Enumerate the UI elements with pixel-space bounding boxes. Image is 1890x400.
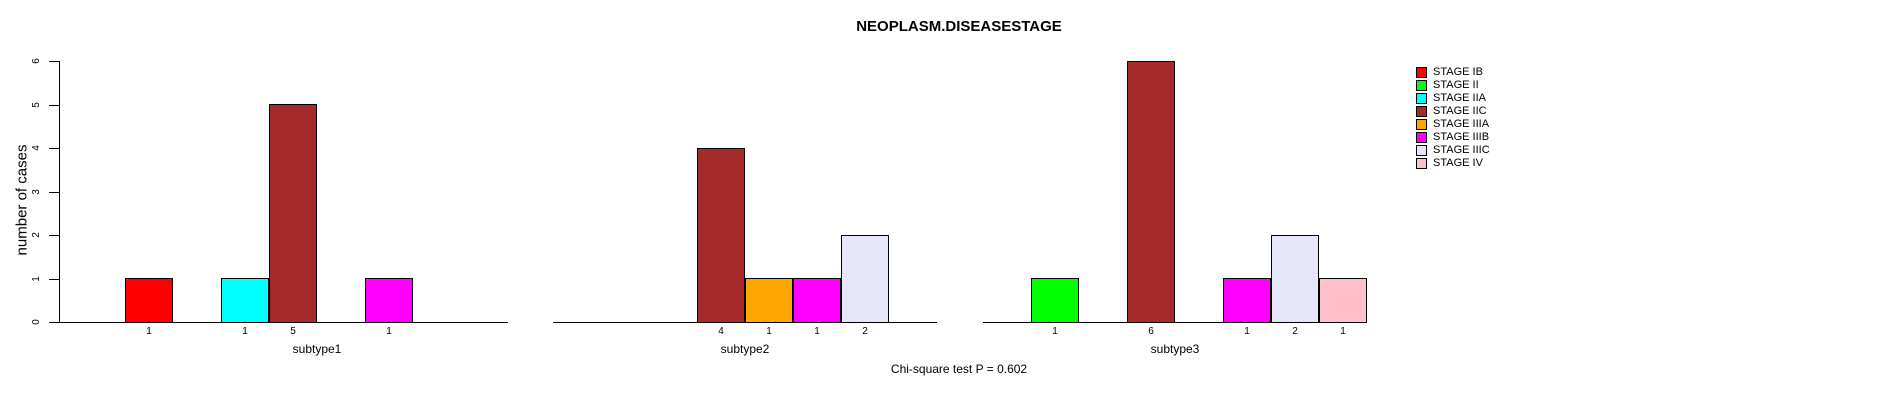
bar-subtype3-stage-iiib xyxy=(1223,278,1271,323)
y-tick xyxy=(49,192,59,193)
bar-subtype1-stage-iic xyxy=(269,104,317,323)
bar-count-label: 2 xyxy=(1292,326,1298,337)
y-tick-label: 4 xyxy=(31,145,42,151)
legend-label: STAGE IIIA xyxy=(1433,118,1490,130)
legend-swatch-stage-ib xyxy=(1416,67,1427,78)
legend-swatch-stage-iiia xyxy=(1416,119,1427,130)
y-tick xyxy=(49,235,59,236)
chi-square-footnote: Chi-square test P = 0.602 xyxy=(890,362,1028,376)
panel-label-subtype2: subtype2 xyxy=(720,342,770,356)
chart-title: NEOPLASM.DISEASESTAGE xyxy=(856,18,1062,35)
legend-label: STAGE IV xyxy=(1433,157,1483,169)
bar-count-label: 1 xyxy=(766,326,772,337)
legend-swatch-stage-iiib xyxy=(1416,132,1427,143)
legend-row-stage-iia: STAGE IIA xyxy=(1416,92,1490,105)
bar-subtype3-stage-ii xyxy=(1031,278,1079,323)
panel-label-subtype1: subtype1 xyxy=(292,342,342,356)
legend-row-stage-iiia: STAGE IIIA xyxy=(1416,118,1490,131)
y-tick-label: 0 xyxy=(31,319,42,325)
y-axis-line xyxy=(59,61,60,323)
legend-swatch-stage-ii xyxy=(1416,80,1427,91)
bar-count-label: 1 xyxy=(1244,326,1250,337)
legend-label: STAGE IB xyxy=(1433,66,1483,78)
bar-count-label: 2 xyxy=(862,326,868,337)
legend-row-stage-ib: STAGE IB xyxy=(1416,66,1490,79)
legend-row-stage-iv: STAGE IV xyxy=(1416,157,1490,170)
bar-subtype2-stage-iiia xyxy=(745,278,793,323)
bar-subtype1-stage-ib xyxy=(125,278,173,323)
y-axis-label: number of cases xyxy=(13,144,31,256)
bar-subtype2-stage-iiic xyxy=(841,235,889,323)
panel-label-subtype3: subtype3 xyxy=(1150,342,1200,356)
legend-label: STAGE IIC xyxy=(1433,105,1487,117)
bar-subtype1-stage-iiib xyxy=(365,278,413,323)
y-tick-label: 5 xyxy=(31,102,42,108)
legend-swatch-stage-iiic xyxy=(1416,145,1427,156)
legend-row-stage-iic: STAGE IIC xyxy=(1416,105,1490,118)
y-tick xyxy=(49,148,59,149)
bar-subtype3-stage-iv xyxy=(1319,278,1367,323)
bar-subtype1-stage-iia xyxy=(221,278,269,323)
bar-subtype3-stage-iiic xyxy=(1271,235,1319,323)
legend-row-stage-iiib: STAGE IIIB xyxy=(1416,131,1490,144)
bar-count-label: 1 xyxy=(146,326,152,337)
y-tick-label: 6 xyxy=(31,58,42,64)
legend-label: STAGE IIA xyxy=(1433,92,1486,104)
legend-swatch-stage-iia xyxy=(1416,93,1427,104)
x-axis-line-subtype3 xyxy=(983,322,1367,323)
bar-count-label: 4 xyxy=(718,326,724,337)
bar-count-label: 1 xyxy=(814,326,820,337)
y-tick xyxy=(49,61,59,62)
bar-subtype3-stage-iic xyxy=(1127,61,1175,323)
legend-swatch-stage-iv xyxy=(1416,158,1427,169)
bar-subtype2-stage-iic xyxy=(697,148,745,323)
y-tick-label: 1 xyxy=(31,276,42,282)
legend: STAGE IB STAGE II STAGE IIA STAGE IIC STAGE … xyxy=(1416,66,1490,170)
legend-row-stage-iiic: STAGE IIIC xyxy=(1416,144,1490,157)
y-tick xyxy=(49,279,59,280)
bar-count-label: 1 xyxy=(1340,326,1346,337)
y-tick xyxy=(49,322,59,323)
bar-count-label: 1 xyxy=(386,326,392,337)
y-tick-label: 3 xyxy=(31,189,42,195)
legend-label: STAGE IIIC xyxy=(1433,144,1490,156)
legend-swatch-stage-iic xyxy=(1416,106,1427,117)
y-tick-label: 2 xyxy=(31,232,42,238)
bar-count-label: 1 xyxy=(242,326,248,337)
bar-count-label: 1 xyxy=(1052,326,1058,337)
legend-label: STAGE II xyxy=(1433,79,1479,91)
y-tick xyxy=(49,105,59,106)
bar-subtype2-stage-iiib xyxy=(793,278,841,323)
legend-row-stage-ii: STAGE II xyxy=(1416,79,1490,92)
legend-label: STAGE IIIB xyxy=(1433,131,1490,143)
bar-count-label: 5 xyxy=(290,326,296,337)
bar-count-label: 6 xyxy=(1148,326,1154,337)
